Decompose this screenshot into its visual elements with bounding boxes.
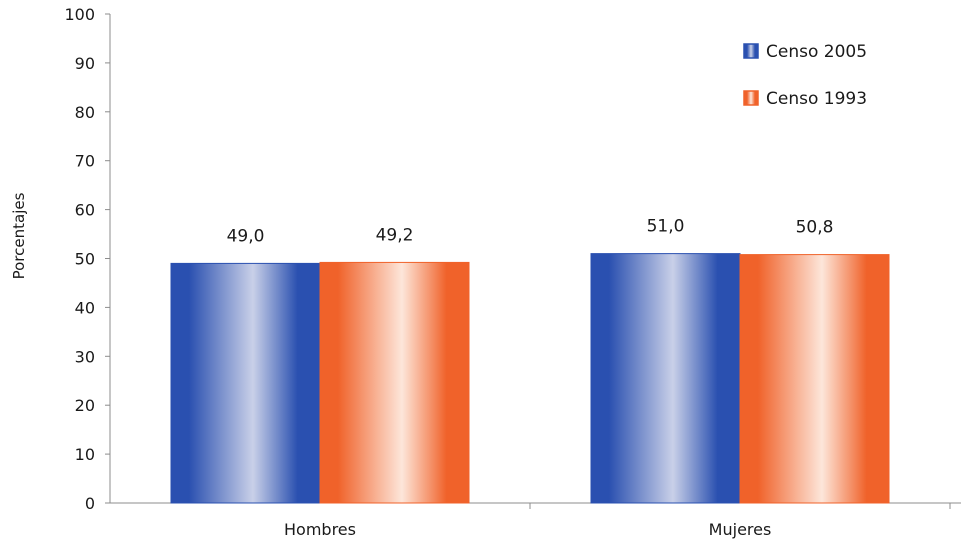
y-tick-label: 30 bbox=[75, 347, 95, 366]
data-label: 49,2 bbox=[376, 225, 414, 245]
y-tick-label: 0 bbox=[85, 494, 95, 513]
data-label: 50,8 bbox=[796, 218, 834, 238]
y-tick-label: 80 bbox=[75, 103, 95, 122]
y-tick-label: 50 bbox=[75, 250, 95, 269]
data-label: 49,0 bbox=[227, 226, 265, 246]
category-labels: Hombres Mujeres bbox=[284, 520, 771, 539]
y-tick-label: 10 bbox=[75, 445, 95, 464]
bar-censo-2005-mujeres bbox=[590, 253, 741, 504]
bar-censo-2005-hombres bbox=[170, 262, 321, 504]
y-tick-label: 60 bbox=[75, 201, 95, 220]
legend-swatch-censo-2005 bbox=[743, 43, 759, 59]
legend-label-censo-2005: Censo 2005 bbox=[766, 42, 867, 62]
y-tick-label: 90 bbox=[75, 54, 95, 73]
category-label-hombres: Hombres bbox=[284, 520, 356, 539]
bar-censo-1993-hombres bbox=[319, 261, 470, 504]
y-axis-title: Porcentajes bbox=[10, 192, 28, 279]
y-tick-label: 40 bbox=[75, 298, 95, 317]
y-tick-label: 100 bbox=[64, 5, 95, 24]
legend-label-censo-1993: Censo 1993 bbox=[766, 89, 867, 109]
bars bbox=[170, 253, 890, 504]
bar-censo-1993-mujeres bbox=[739, 254, 890, 504]
y-tick-label: 20 bbox=[75, 396, 95, 415]
category-label-mujeres: Mujeres bbox=[709, 520, 772, 539]
data-labels: 49,0 49,2 51,0 50,8 bbox=[227, 217, 834, 247]
legend: Censo 2005 Censo 1993 bbox=[743, 42, 867, 109]
y-tick-label: 70 bbox=[75, 152, 95, 171]
axes: 0 10 20 30 40 50 60 70 80 90 100 bbox=[64, 5, 961, 513]
data-label: 51,0 bbox=[647, 217, 685, 237]
legend-swatch-censo-1993 bbox=[743, 90, 759, 106]
